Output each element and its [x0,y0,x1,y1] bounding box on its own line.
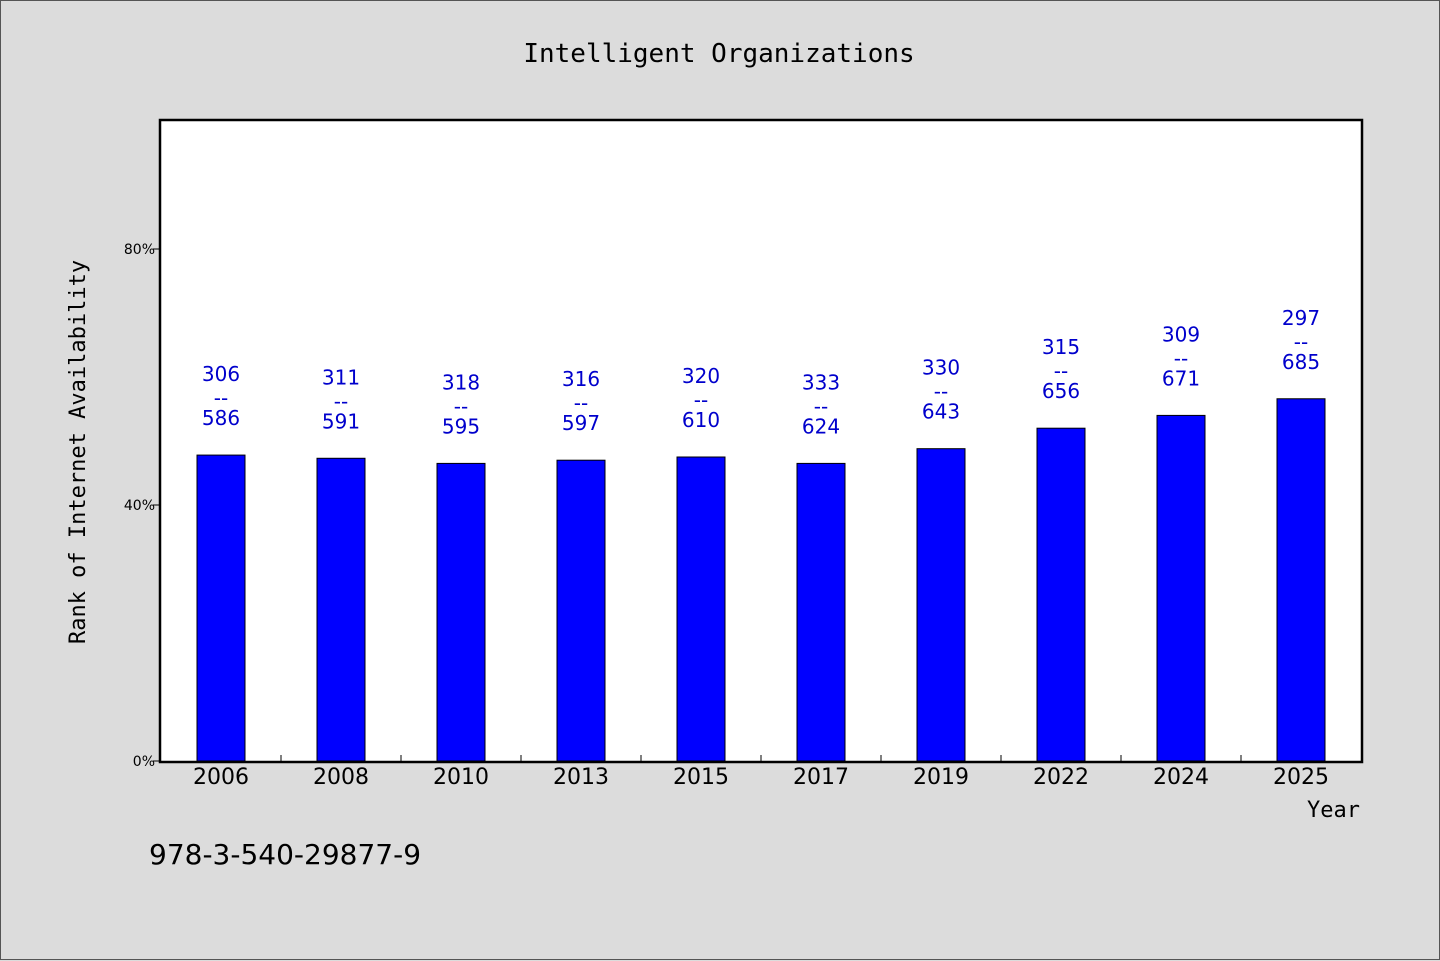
bar [676,456,726,762]
bar [316,457,366,762]
data-label-separator: -- [1054,359,1068,383]
x-tick-label: 2025 [1273,765,1329,790]
data-label-separator: -- [214,386,228,410]
plot-border [158,118,1364,764]
x-tick-label: 2008 [313,765,369,790]
data-label-top: 316 [562,367,600,391]
data-label-bottom: 685 [1282,350,1320,374]
data-label-bottom: 610 [682,408,720,432]
data-label-bottom: 624 [802,414,840,438]
data-label-bottom: 643 [922,400,960,424]
data-label-separator: -- [814,394,828,418]
data-label-top: 333 [802,370,840,394]
data-label-top: 318 [442,370,480,394]
bar [1276,398,1326,762]
data-label-top: 306 [202,362,240,386]
x-tick-label: 2024 [1153,765,1209,790]
bar [556,459,606,762]
bar [436,462,486,762]
y-tick-label: 80% [124,242,155,258]
data-label-separator: -- [694,388,708,412]
data-label-bottom: 597 [562,411,600,435]
bar [196,454,246,762]
data-label-top: 320 [682,364,720,388]
data-label-separator: -- [574,391,588,415]
data-label-top: 297 [1282,306,1320,330]
data-label-separator: -- [934,380,948,404]
data-label-top: 315 [1042,335,1080,359]
data-label-bottom: 595 [442,414,480,438]
data-label-bottom: 671 [1162,366,1200,390]
y-axis-label: Rank of Internet Availability [66,260,91,644]
x-tick-label: 2006 [193,765,249,790]
data-label-bottom: 591 [322,409,360,433]
x-tick-label: 2017 [793,765,849,790]
data-label-top: 309 [1162,322,1200,346]
y-tick-label: 0% [133,754,155,770]
x-tick-label: 2019 [913,765,969,790]
data-label-top: 330 [922,356,960,380]
x-tick-label: 2013 [553,765,609,790]
data-label-top: 311 [322,365,360,389]
bar [1036,427,1086,762]
data-label-separator: -- [1294,330,1308,354]
data-label-bottom: 586 [202,406,240,430]
bar [1156,414,1206,762]
x-axis-label: Year [1307,798,1360,823]
chart-title: Intelligent Organizations [523,39,914,69]
marks-layer: 0%40%80%2006586--3062008591--3112010595-… [124,242,1329,790]
x-tick-label: 2022 [1033,765,1089,790]
y-tick-label: 40% [124,498,155,514]
data-label-separator: -- [1174,346,1188,370]
isbn-label: 978-3-540-29877-9 [149,838,421,871]
data-label-separator: -- [334,389,348,413]
x-tick-label: 2015 [673,765,729,790]
x-tick-label: 2010 [433,765,489,790]
bar [796,462,846,762]
data-label-bottom: 656 [1042,379,1080,403]
data-label-separator: -- [454,394,468,418]
bar [916,448,966,762]
